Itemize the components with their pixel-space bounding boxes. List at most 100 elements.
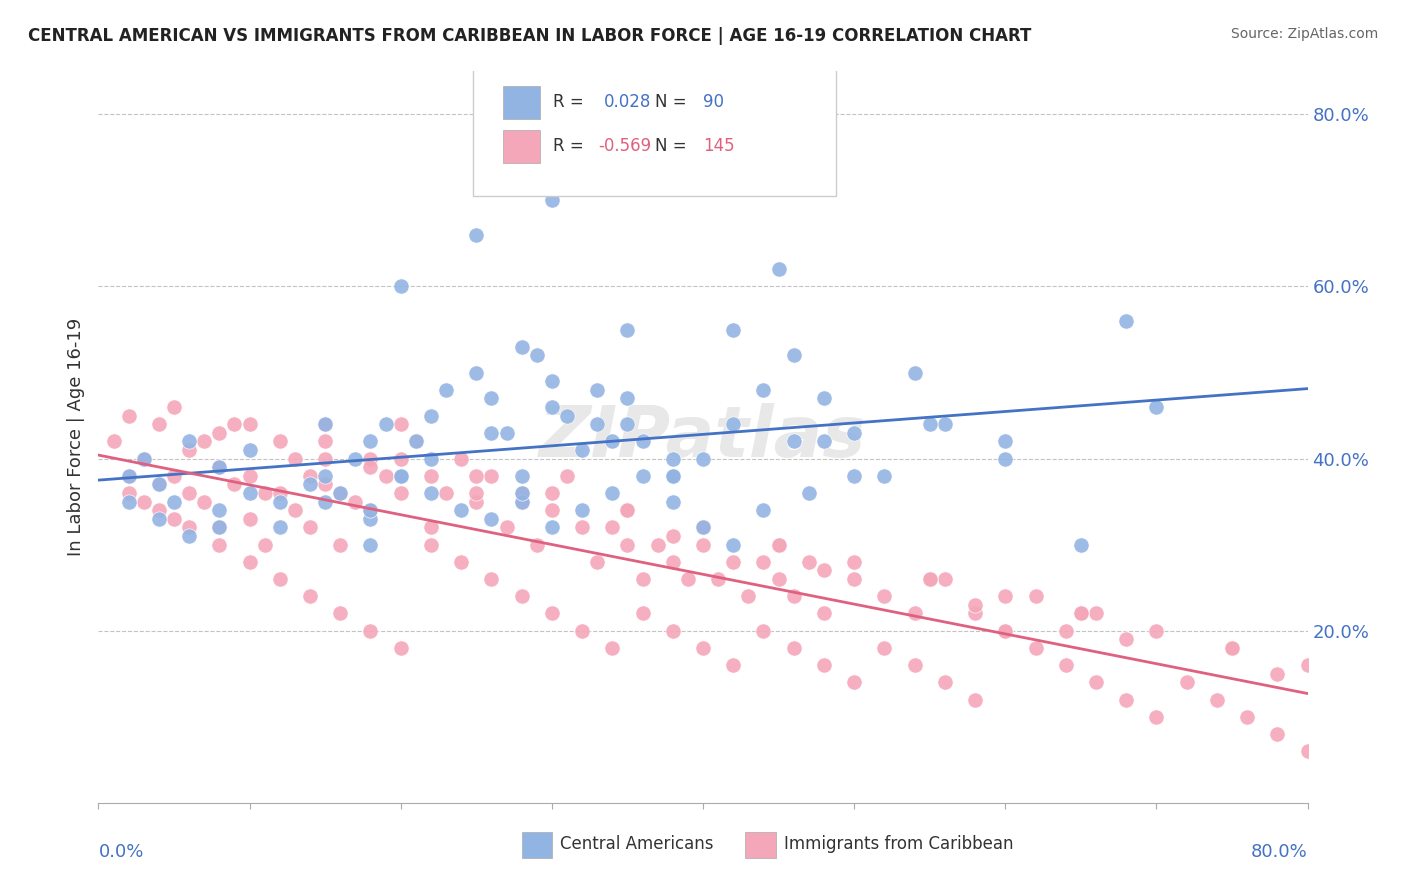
Point bbox=[450, 503, 472, 517]
Point bbox=[314, 494, 336, 508]
Point bbox=[1296, 658, 1319, 673]
Point bbox=[994, 624, 1017, 638]
Point bbox=[118, 468, 141, 483]
Point bbox=[661, 555, 683, 569]
Point bbox=[163, 400, 186, 414]
Point bbox=[314, 417, 336, 432]
Point bbox=[465, 227, 488, 242]
Point bbox=[193, 494, 215, 508]
Point bbox=[602, 434, 624, 449]
Text: 80.0%: 80.0% bbox=[1251, 843, 1308, 861]
Point bbox=[661, 451, 683, 466]
Point bbox=[193, 434, 215, 449]
Point bbox=[299, 477, 322, 491]
Point bbox=[344, 494, 367, 508]
Point bbox=[813, 658, 835, 673]
Point bbox=[1115, 632, 1137, 647]
Text: 0.0%: 0.0% bbox=[98, 843, 143, 861]
Point bbox=[481, 392, 503, 406]
Point bbox=[208, 425, 231, 440]
Point bbox=[239, 417, 262, 432]
Point bbox=[450, 451, 472, 466]
Point bbox=[420, 468, 443, 483]
Point bbox=[374, 468, 396, 483]
Point bbox=[616, 503, 638, 517]
Point bbox=[1115, 314, 1137, 328]
Point bbox=[1085, 607, 1108, 621]
Text: R =: R = bbox=[553, 93, 589, 112]
Point bbox=[571, 503, 593, 517]
Point bbox=[329, 486, 352, 500]
Point bbox=[253, 538, 276, 552]
Text: Source: ZipAtlas.com: Source: ZipAtlas.com bbox=[1230, 27, 1378, 41]
Text: Immigrants from Caribbean: Immigrants from Caribbean bbox=[785, 836, 1014, 854]
Point bbox=[163, 512, 186, 526]
Point bbox=[752, 555, 775, 569]
Point bbox=[1144, 400, 1167, 414]
Point bbox=[1267, 666, 1289, 681]
Bar bbox=[745, 832, 776, 858]
Point bbox=[1236, 710, 1258, 724]
Point bbox=[269, 494, 291, 508]
Point bbox=[661, 468, 683, 483]
Point bbox=[540, 400, 562, 414]
Point bbox=[797, 486, 820, 500]
Point bbox=[904, 658, 927, 673]
Point bbox=[723, 322, 745, 336]
Point bbox=[783, 348, 806, 362]
Point bbox=[752, 624, 775, 638]
Point bbox=[344, 451, 367, 466]
Point bbox=[631, 468, 654, 483]
Point bbox=[208, 538, 231, 552]
Y-axis label: In Labor Force | Age 16-19: In Labor Force | Age 16-19 bbox=[66, 318, 84, 557]
Point bbox=[844, 572, 866, 586]
Point bbox=[1085, 675, 1108, 690]
Point bbox=[813, 564, 835, 578]
Point bbox=[844, 555, 866, 569]
Point bbox=[239, 555, 262, 569]
Point bbox=[284, 503, 307, 517]
Point bbox=[434, 383, 457, 397]
Point bbox=[661, 468, 683, 483]
Point bbox=[269, 434, 291, 449]
Point bbox=[329, 607, 352, 621]
Point bbox=[1115, 692, 1137, 706]
Point bbox=[481, 468, 503, 483]
Point bbox=[389, 417, 412, 432]
Point bbox=[360, 538, 382, 552]
Point bbox=[1144, 624, 1167, 638]
Point bbox=[239, 486, 262, 500]
Point bbox=[374, 417, 396, 432]
Point bbox=[934, 675, 956, 690]
Point bbox=[389, 468, 412, 483]
Point bbox=[269, 572, 291, 586]
Point bbox=[163, 468, 186, 483]
Point bbox=[1070, 538, 1092, 552]
Point bbox=[179, 529, 201, 543]
Point bbox=[118, 409, 141, 423]
Point bbox=[918, 572, 941, 586]
FancyBboxPatch shape bbox=[474, 68, 837, 195]
Point bbox=[768, 538, 790, 552]
Point bbox=[526, 538, 548, 552]
Point bbox=[540, 486, 562, 500]
Point bbox=[239, 442, 262, 457]
Point bbox=[269, 486, 291, 500]
Point bbox=[797, 555, 820, 569]
Point bbox=[132, 451, 155, 466]
Point bbox=[314, 468, 336, 483]
Point bbox=[179, 520, 201, 534]
Point bbox=[631, 607, 654, 621]
Point bbox=[783, 589, 806, 603]
Point bbox=[994, 589, 1017, 603]
Point bbox=[299, 520, 322, 534]
Point bbox=[965, 692, 987, 706]
Point bbox=[1296, 744, 1319, 758]
Text: CENTRAL AMERICAN VS IMMIGRANTS FROM CARIBBEAN IN LABOR FORCE | AGE 16-19 CORRELA: CENTRAL AMERICAN VS IMMIGRANTS FROM CARI… bbox=[28, 27, 1032, 45]
Point bbox=[405, 434, 427, 449]
Point bbox=[208, 520, 231, 534]
Point bbox=[540, 194, 562, 208]
Point bbox=[495, 520, 517, 534]
Point bbox=[510, 486, 533, 500]
Point bbox=[389, 468, 412, 483]
